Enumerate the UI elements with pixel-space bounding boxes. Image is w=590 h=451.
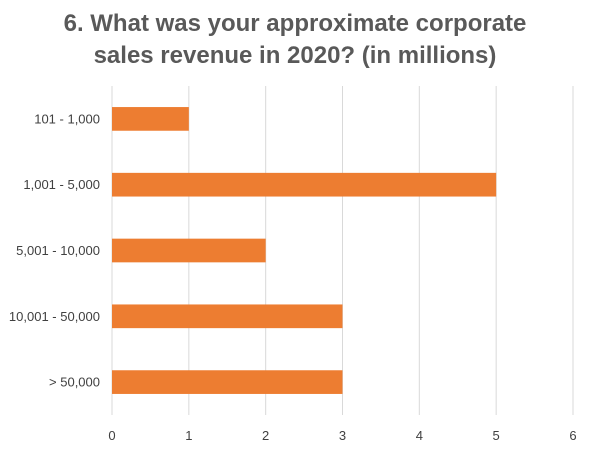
bar <box>112 238 266 263</box>
bar <box>112 107 189 131</box>
bars <box>112 107 497 394</box>
y-category-label: 1,001 - 5,000 <box>23 177 100 192</box>
y-category-label: 101 - 1,000 <box>34 111 100 126</box>
x-tick-label: 4 <box>416 428 423 443</box>
y-category-label: > 50,000 <box>49 375 100 390</box>
x-tick-label: 6 <box>569 428 576 443</box>
y-category-label: 5,001 - 10,000 <box>16 243 100 258</box>
bar <box>112 304 343 329</box>
bar <box>112 172 497 197</box>
x-tick-label: 5 <box>493 428 500 443</box>
x-axis-labels: 0 1 2 3 4 5 6 <box>108 428 576 443</box>
chart-title-line-1: 6. What was your approximate corporate <box>63 10 527 37</box>
x-tick-label: 3 <box>339 428 346 443</box>
y-category-label: 10,001 - 50,000 <box>9 309 100 324</box>
x-tick-label: 2 <box>262 428 269 443</box>
chart-title-line-2: sales revenue in 2020? (in millions) <box>93 42 497 69</box>
chart-title: 6. What was your approximate corporate s… <box>0 8 590 72</box>
x-tick-label: 0 <box>108 428 115 443</box>
y-axis-labels: 101 - 1,000 1,001 - 5,000 5,001 - 10,000 10… <box>9 111 100 389</box>
bar <box>112 370 343 394</box>
x-tick-label: 1 <box>185 428 192 443</box>
